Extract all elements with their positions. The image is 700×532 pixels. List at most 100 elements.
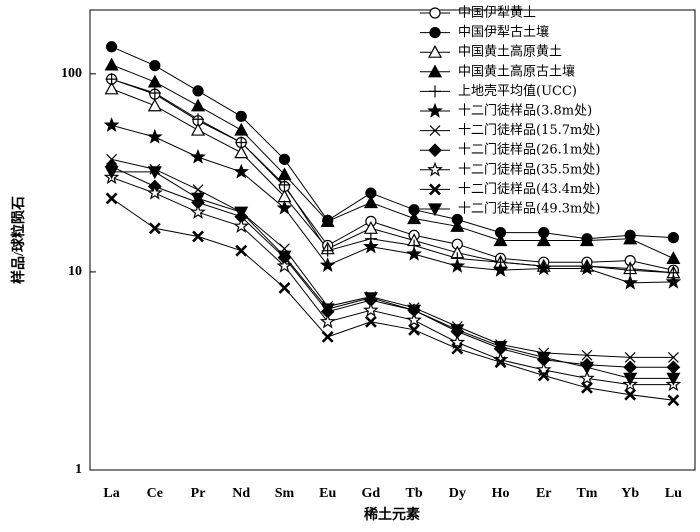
x-tick-label: Dy <box>449 486 466 501</box>
data-point <box>579 260 595 276</box>
data-point <box>494 356 507 369</box>
data-point <box>406 312 422 327</box>
data-point <box>235 244 248 257</box>
legend-marker <box>429 26 441 39</box>
data-point <box>623 372 638 386</box>
data-point <box>104 166 119 180</box>
data-point <box>276 257 293 273</box>
data-point <box>666 360 681 375</box>
legend-label: 中国黄土高原黄土 <box>458 44 562 60</box>
data-point <box>278 282 291 294</box>
series-line <box>111 78 674 271</box>
data-point <box>666 251 681 265</box>
legend-label: 十二门徒样品(35.5m处) <box>458 162 600 177</box>
legend-label: 十二门徒样品(15.7m处) <box>458 123 600 138</box>
y-tick-label: 10 <box>68 264 82 279</box>
series-line <box>111 166 674 368</box>
data-point <box>363 195 378 209</box>
series-line <box>111 158 674 358</box>
data-point <box>321 244 334 257</box>
data-point <box>104 81 119 95</box>
data-point <box>105 73 118 86</box>
plot-frame <box>89 9 696 471</box>
x-tick-label: Yb <box>621 486 639 501</box>
data-point <box>536 233 551 247</box>
data-point <box>622 274 639 290</box>
data-point <box>190 148 206 164</box>
legend-marker <box>429 125 441 137</box>
data-point <box>235 136 248 149</box>
data-point <box>363 292 378 306</box>
legend-marker <box>427 64 443 78</box>
series-line <box>111 124 674 284</box>
legend-marker <box>429 7 441 19</box>
legend-marker <box>428 143 442 158</box>
data-point <box>407 211 422 225</box>
data-point <box>149 60 161 72</box>
data-point <box>450 324 465 338</box>
data-point <box>363 302 379 318</box>
data-point <box>147 98 162 112</box>
data-point <box>190 204 206 219</box>
data-point <box>624 388 637 401</box>
data-point <box>148 222 161 235</box>
data-point <box>579 370 595 386</box>
legend-label: 中国伊犁古土壤 <box>458 24 549 40</box>
legend-marker <box>429 183 441 196</box>
legend-label: 十二门徒样品(3.8m处) <box>458 104 592 119</box>
data-point <box>191 98 206 112</box>
data-point <box>192 230 204 243</box>
data-point <box>579 361 594 375</box>
series-line <box>111 171 674 379</box>
series-line <box>111 64 674 259</box>
data-point <box>623 360 638 375</box>
data-point <box>191 192 206 206</box>
data-point <box>192 85 204 97</box>
data-point <box>277 250 292 264</box>
legend-marker <box>429 85 441 98</box>
data-point <box>104 57 119 71</box>
data-point <box>407 304 422 318</box>
x-tick-label: Tb <box>406 486 423 501</box>
series-line <box>111 176 674 386</box>
data-point <box>234 122 249 136</box>
data-point <box>146 184 163 200</box>
data-point <box>581 349 593 361</box>
x-tick-label: Tm <box>576 486 597 501</box>
data-point <box>451 342 464 355</box>
data-point <box>320 214 335 227</box>
x-tick-label: Eu <box>319 486 336 501</box>
legend-marker <box>427 102 443 118</box>
x-tick-label: Lu <box>665 486 682 501</box>
data-point <box>492 261 509 277</box>
data-point <box>363 238 379 254</box>
legend-label: 上地壳平均值(UCC) <box>458 83 577 99</box>
x-tick-label: Er <box>536 486 552 501</box>
data-point <box>667 232 679 244</box>
data-point <box>234 145 249 159</box>
data-point <box>103 117 120 132</box>
x-tick-label: Ce <box>147 486 163 501</box>
data-point <box>276 199 293 215</box>
legend-marker <box>427 44 443 58</box>
data-point <box>579 233 594 247</box>
data-point <box>278 178 291 191</box>
series-line <box>111 46 674 240</box>
data-point <box>233 163 250 179</box>
data-point <box>406 245 422 261</box>
data-point <box>408 323 421 336</box>
x-tick-label: Gd <box>362 486 381 501</box>
data-point <box>536 351 551 365</box>
data-point <box>364 315 377 328</box>
data-point <box>320 303 335 317</box>
legend-marker <box>427 161 443 177</box>
legend-label: 十二门徒样品(49.3m处) <box>458 202 600 217</box>
data-point <box>147 166 162 180</box>
data-point <box>449 334 466 350</box>
data-point <box>278 153 291 165</box>
data-point <box>321 330 334 343</box>
x-tick-label: Ho <box>492 486 510 501</box>
data-point <box>624 264 637 277</box>
data-point <box>537 369 550 382</box>
